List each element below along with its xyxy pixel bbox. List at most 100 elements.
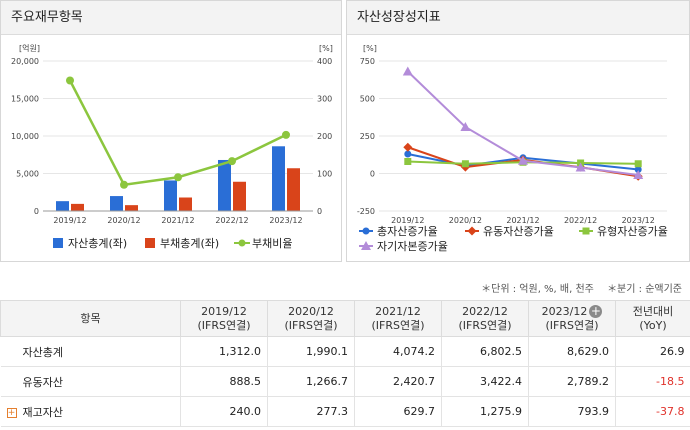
legend-equity-growth-icon — [361, 241, 371, 250]
asset-total-bar — [110, 196, 123, 211]
left-axis-unit: [억원] — [19, 43, 40, 53]
table-row: 유동자산 888.5 1,266.7 2,420.7 3,422.4 2,789.2 -18… — [0, 366, 690, 397]
liability-total-bar — [71, 203, 84, 211]
debt-ratio-point — [120, 180, 128, 189]
left-tick-label: 0 — [34, 207, 39, 216]
tangible-asset-growth-point — [634, 160, 642, 168]
left-tick-label: 20,000 — [11, 57, 39, 66]
right-tick-label: 100 — [317, 170, 332, 179]
asset-growth-panel: 자산성장성지표 [%] 750 500 250 0 -250 2019/12 2020/12 2… — [346, 0, 690, 262]
y-tick-label: 500 — [360, 95, 375, 104]
axis-unit: [%] — [363, 44, 377, 53]
table-cell: 240.0 — [180, 396, 268, 427]
header-item: 항목 — [0, 300, 181, 337]
expand-row-icon[interactable]: + — [6, 407, 17, 418]
header-yoy: 전년대비 (YoY) — [615, 300, 690, 337]
left-tick-label: 15,000 — [11, 95, 39, 104]
tangible-asset-growth-point — [404, 158, 412, 165]
liability-total-bar — [125, 205, 138, 211]
table-header-row: 항목 2019/12 (IFRS연결) 2020/12 (IFRS연결) 2021/… — [0, 300, 690, 337]
equity-growth-point — [460, 122, 471, 131]
legend-label: 유형자산증가율 — [597, 225, 668, 238]
unit-note: ＊단위 : 억원, %, 배, 천주 — [481, 284, 594, 295]
right-axis-unit: [%] — [319, 44, 333, 53]
right-tick-label: 0 — [317, 207, 322, 216]
debt-ratio-line — [68, 79, 287, 187]
legend-liability-icon — [145, 238, 155, 248]
legend-label: 총자산증가율 — [377, 225, 438, 238]
x-tick-label: 2019/12 — [391, 216, 424, 225]
yoy-cell: -37.8 — [615, 396, 690, 427]
legend-label: 자산총계(좌) — [68, 237, 127, 250]
right-tick-label: 400 — [317, 57, 332, 66]
legend-label: 자기자본증가율 — [377, 240, 448, 253]
current-asset-growth-point — [403, 142, 413, 152]
tangible-asset-growth-point — [461, 160, 469, 168]
x-tick-label: 2022/12 — [215, 216, 248, 225]
legend-label: 부채비율 — [252, 237, 292, 250]
asset-total-bar — [56, 201, 69, 211]
yoy-cell: -18.5 — [615, 366, 690, 397]
header-col-3: 2022/12 (IFRS연결) — [441, 300, 529, 337]
table-cell: 1,266.7 — [267, 366, 355, 397]
asset-total-bar — [218, 159, 231, 211]
x-tick-label: 2021/12 — [506, 216, 539, 225]
x-tick-label: 2022/12 — [564, 216, 597, 225]
debt-ratio-point — [66, 76, 74, 85]
table-cell: 3,422.4 — [441, 366, 529, 397]
right-tick-label: 300 — [317, 95, 332, 104]
units-note: ＊단위 : 억원, %, 배, 천주 ＊분기 : 순액기준 — [471, 280, 682, 295]
header-col-1: 2020/12 (IFRS연결) — [267, 300, 355, 337]
table-cell: 1,275.9 — [441, 396, 529, 427]
x-tick-label: 2019/12 — [53, 216, 86, 225]
liability-total-bar — [287, 168, 300, 211]
table-cell: 8,629.0 — [528, 336, 616, 367]
table-cell: 2,789.2 — [528, 366, 616, 397]
yoy-cell: 26.9 — [615, 336, 690, 367]
table-row: + 재고자산 240.0 277.3 629.7 1,275.9 793.9 -37.8 — [0, 396, 690, 427]
legend-tangible-asset-growth-icon — [582, 227, 590, 235]
financial-items-panel: 주요재무항목 [억원] [%] 20,000 15,000 10,000 5,000 0 40… — [0, 0, 342, 262]
y-tick-label: -250 — [357, 207, 375, 216]
y-tick-label: 750 — [360, 57, 375, 66]
equity-growth-point — [518, 155, 528, 165]
y-tick-label: 250 — [360, 132, 375, 141]
right-tick-label: 200 — [317, 132, 332, 141]
asset-total-bar — [164, 180, 177, 211]
debt-ratio-point — [228, 157, 236, 166]
legend-debt-ratio-icon — [238, 239, 246, 247]
row-label: 자산총계 — [0, 336, 181, 367]
debt-ratio-point — [174, 173, 182, 182]
left-tick-label: 10,000 — [11, 132, 39, 141]
table-cell: 6,802.5 — [441, 336, 529, 367]
x-tick-label: 2023/12 — [622, 216, 655, 225]
quarter-note: ＊분기 : 순액기준 — [607, 284, 682, 295]
left-tick-label: 5,000 — [16, 170, 39, 179]
header-col-4: 2023/12 + (IFRS연결) — [528, 300, 616, 337]
total-asset-growth-point — [634, 165, 642, 173]
table-cell: 1,312.0 — [180, 336, 268, 367]
asset-growth-chart: [%] 750 500 250 0 -250 2019/12 2020/12 2021/12 20… — [357, 44, 668, 253]
table-cell: 2,420.7 — [354, 366, 442, 397]
legend-label: 유동자산증가율 — [483, 225, 554, 238]
table-cell: 888.5 — [180, 366, 268, 397]
legend-total-asset-growth-icon — [362, 227, 370, 235]
equity-growth-point — [575, 162, 586, 172]
debt-ratio-point — [282, 130, 290, 139]
add-column-icon[interactable]: + — [589, 304, 603, 318]
table-cell: 629.7 — [354, 396, 442, 427]
legend-asset-icon — [53, 238, 63, 248]
x-tick-label: 2020/12 — [449, 216, 482, 225]
equity-growth-point — [402, 66, 413, 76]
financial-items-chart: [억원] [%] 20,000 15,000 10,000 5,000 0 400 300 200… — [11, 43, 333, 250]
equity-growth-point — [633, 170, 644, 179]
liability-total-bar — [233, 181, 246, 211]
y-tick-label: 0 — [370, 170, 375, 179]
liability-total-bar — [179, 197, 192, 211]
legend-label: 부채총계(좌) — [160, 237, 219, 250]
table-cell: 4,074.2 — [354, 336, 442, 367]
table-cell: 277.3 — [267, 396, 355, 427]
x-tick-label: 2020/12 — [107, 216, 140, 225]
header-col-0: 2019/12 (IFRS연결) — [180, 300, 268, 337]
table-cell: 1,990.1 — [267, 336, 355, 367]
